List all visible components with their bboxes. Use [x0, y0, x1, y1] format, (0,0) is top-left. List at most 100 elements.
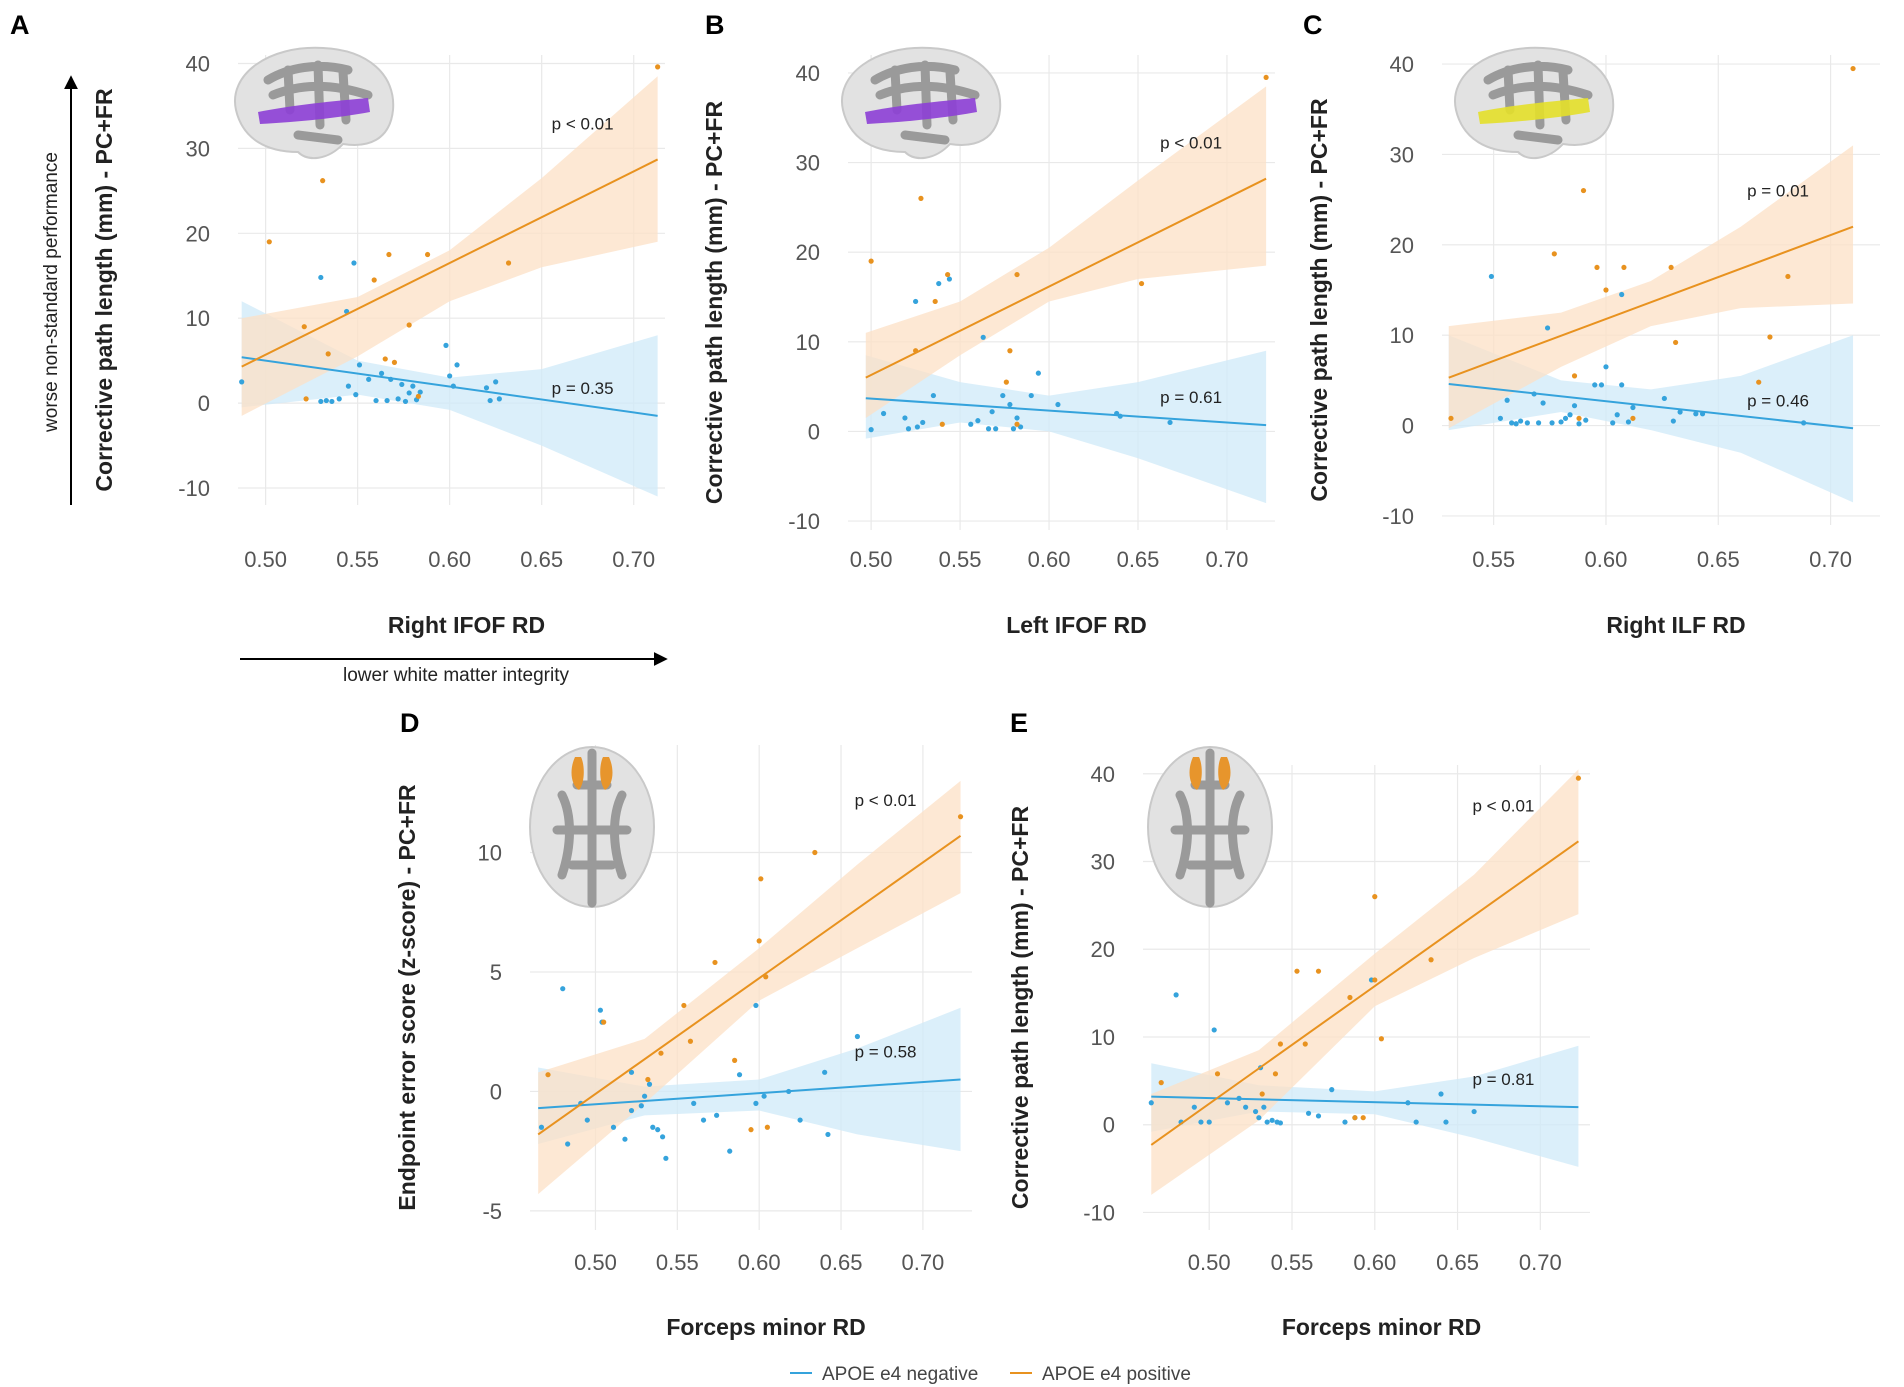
data-point-positive [655, 64, 661, 70]
data-point-negative [1224, 1100, 1231, 1106]
data-point-negative [968, 421, 974, 427]
data-point-positive [1138, 280, 1145, 287]
data-point-negative [1256, 1115, 1262, 1121]
data-point-negative [1558, 419, 1564, 425]
data-point-negative [920, 419, 926, 426]
x-tick-label: 0.50 [1188, 1250, 1231, 1275]
data-point-positive [1580, 187, 1587, 194]
data-point-negative [975, 418, 981, 424]
data-point-positive [1621, 264, 1627, 271]
y-tick-label: 10 [478, 841, 502, 866]
y-tick-label: 0 [1103, 1113, 1115, 1138]
data-point-positive [658, 1050, 664, 1056]
fit-line-negative [1448, 383, 1854, 430]
fit-line-positive [1150, 840, 1579, 1146]
data-point-negative [1471, 1108, 1477, 1115]
data-point-negative [700, 1117, 707, 1123]
data-point-negative [1619, 382, 1625, 388]
y-tick-label: 10 [186, 306, 210, 331]
fit-line-positive [241, 158, 659, 368]
p-value-label-positive: p < 0.01 [552, 114, 614, 133]
data-point-positive [1347, 994, 1353, 1001]
data-point-negative [868, 427, 874, 433]
brain-sagittal-icon [233, 46, 395, 160]
data-point-positive [957, 814, 964, 820]
data-point-negative [660, 1134, 666, 1140]
y-tick-label: 30 [1091, 850, 1115, 875]
data-point-negative [980, 334, 986, 340]
data-point-negative [914, 424, 920, 430]
data-point-negative [761, 1093, 767, 1099]
data-point-positive [918, 195, 924, 201]
data-point-negative [1567, 412, 1573, 418]
confidence-band-positive [538, 780, 961, 1195]
data-point-positive [386, 251, 392, 258]
data-point-positive [1272, 1071, 1279, 1077]
data-point-positive [1214, 1071, 1221, 1077]
data-point-negative [825, 1131, 831, 1138]
data-point-positive [1785, 273, 1791, 280]
panel-E: p = 0.81 p < 0.01 0.50 0.55 0.60 0.65 0.70 40 30… [1007, 708, 1590, 1340]
data-point-negative [565, 1141, 571, 1147]
fit-line-positive [537, 834, 962, 1136]
panel-C: p = 0.46 p = 0.01 0.55 0.60 0.65 0.70 40 30 20 10… [1303, 10, 1880, 638]
data-point-positive [945, 271, 951, 278]
white-matter-tracts [263, 60, 373, 145]
data-point-negative [329, 398, 335, 405]
confidence-band-negative [241, 301, 658, 497]
y-axis-label: Endpoint error score (z-score) - PC+FR [394, 784, 420, 1211]
y-tick-label: 20 [186, 221, 210, 246]
white-matter-tracts [870, 60, 980, 145]
data-point-negative [610, 1124, 617, 1130]
data-point-negative [402, 398, 409, 405]
x-axis-label: Forceps minor RD [666, 1314, 865, 1340]
data-point-negative [638, 1103, 644, 1109]
x-tick-label: 0.70 [901, 1250, 944, 1275]
y-axis-label: Corrective path length (mm) - PC+FR [91, 88, 117, 492]
data-point-negative [691, 1100, 697, 1106]
data-point-negative [989, 409, 995, 415]
x-tick-label: 0.65 [1117, 547, 1160, 572]
data-point-negative [1603, 364, 1609, 370]
data-point-positive [1428, 957, 1434, 963]
y-tick-label: 0 [1402, 414, 1414, 439]
data-point-negative [1114, 410, 1120, 417]
data-point-negative [1625, 419, 1632, 425]
data-point-positive [1014, 271, 1020, 278]
data-point-negative [417, 389, 423, 395]
data-point-negative [1014, 415, 1020, 421]
data-point-negative [1329, 1087, 1335, 1093]
data-point-positive [1277, 1041, 1284, 1047]
data-point-positive [764, 1124, 770, 1130]
y-tick-label: 0 [490, 1079, 502, 1104]
data-point-positive [1603, 287, 1609, 293]
p-value-label-negative: p = 0.61 [1160, 388, 1222, 407]
data-point-positive [939, 421, 945, 427]
y-tick-label: -5 [482, 1199, 502, 1224]
x-tick-label: 0.65 [820, 1250, 863, 1275]
data-point-negative [1028, 392, 1034, 399]
data-point-negative [373, 397, 379, 404]
data-point-positive [303, 396, 309, 402]
data-point-positive [1668, 264, 1674, 271]
data-point-negative [1677, 409, 1683, 415]
data-point-negative [1544, 325, 1551, 331]
p-value-label-negative: p = 0.58 [855, 1042, 917, 1061]
y-tick-label: 30 [1390, 142, 1414, 167]
y-tick-label: 40 [1390, 52, 1414, 77]
data-point-negative [786, 1088, 792, 1095]
data-point-negative [318, 274, 324, 281]
data-point-positive [681, 1002, 687, 1009]
data-point-negative [930, 392, 937, 399]
data-point-negative [496, 396, 502, 402]
data-point-positive [1850, 65, 1856, 72]
data-point-negative [450, 383, 456, 389]
data-point-negative [946, 276, 953, 282]
data-point-negative [323, 397, 329, 404]
data-point-positive [1302, 1041, 1308, 1047]
data-point-positive [1294, 968, 1300, 974]
data-point-negative [1583, 417, 1589, 423]
data-point-positive [1158, 1080, 1164, 1086]
data-point-positive [505, 260, 512, 266]
